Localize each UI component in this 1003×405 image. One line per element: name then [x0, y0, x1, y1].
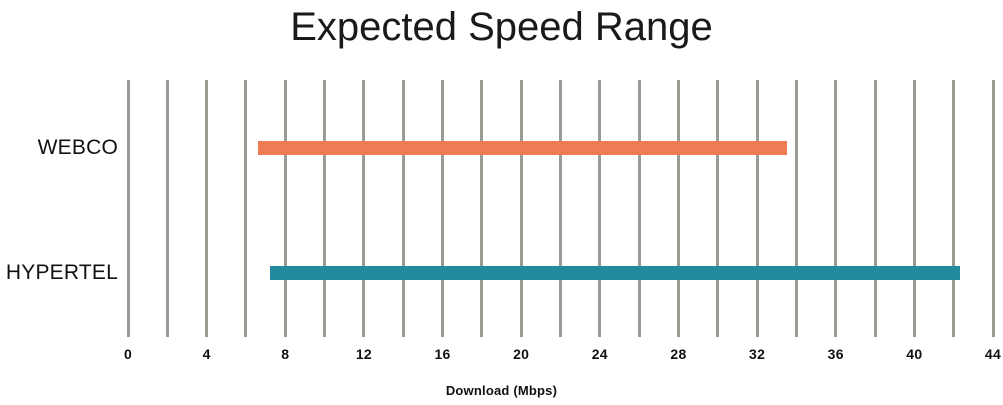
x-tick-label: 44 [984, 346, 1002, 362]
plot-area [126, 80, 995, 337]
gridline [912, 80, 916, 337]
gridline [283, 80, 287, 337]
x-tick-label: 24 [591, 346, 608, 362]
gridline [480, 80, 484, 337]
x-tick-label: 32 [748, 346, 766, 362]
gridline [952, 80, 956, 337]
x-tick-label: 40 [906, 346, 923, 362]
gridline [401, 80, 405, 337]
chart-title: Expected Speed Range [290, 5, 713, 49]
x-tick-label: 8 [281, 346, 290, 362]
range-bar-hypertel[interactable] [269, 266, 960, 280]
gridline [559, 80, 562, 337]
gridline [794, 80, 798, 337]
x-tick-label: 36 [827, 346, 844, 362]
gridline [441, 80, 445, 337]
x-tick-label: 28 [670, 346, 687, 362]
x-tick-label: 4 [202, 346, 211, 362]
range-bar-webco[interactable] [257, 141, 787, 155]
x-tick-label: 0 [123, 346, 133, 362]
x-tick-label: 16 [434, 346, 451, 362]
gridline [323, 80, 327, 337]
gridline [244, 80, 248, 337]
gridline [716, 80, 720, 337]
gridline [126, 80, 130, 337]
gridline [755, 80, 759, 337]
gridline [991, 80, 995, 337]
x-axis-title: Download (Mbps) [445, 383, 558, 398]
gridline [676, 80, 680, 337]
gridline [362, 80, 366, 337]
gridline [637, 80, 641, 337]
gridline [873, 80, 877, 337]
gridline [165, 80, 169, 337]
category-label-hypertel: HYPERTEL [5, 261, 118, 284]
gridline [205, 80, 209, 337]
gridline [834, 80, 838, 337]
x-tick-label: 20 [513, 346, 530, 362]
category-label-webco: WEBCO [37, 136, 118, 159]
gridline [598, 80, 602, 337]
x-tick-label: 12 [355, 346, 372, 362]
gridline [519, 80, 523, 337]
